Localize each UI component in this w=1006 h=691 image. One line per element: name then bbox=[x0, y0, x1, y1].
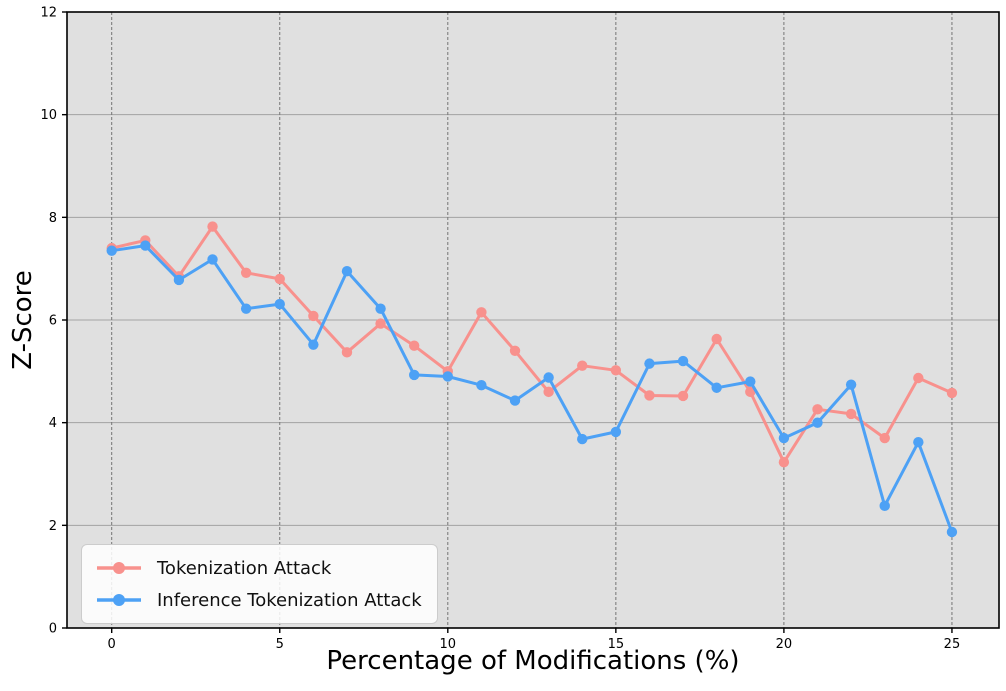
data-point-inference-tokenization-attack bbox=[845, 379, 857, 390]
legend: Tokenization Attack Inference Tokenizati… bbox=[81, 544, 438, 624]
data-point-inference-tokenization-attack bbox=[677, 355, 689, 367]
data-point-tokenization-attack bbox=[509, 345, 521, 356]
data-point-tokenization-attack bbox=[913, 372, 924, 384]
data-point-inference-tokenization-attack bbox=[173, 274, 185, 286]
y-tick-label: 4 bbox=[49, 416, 57, 431]
data-point-tokenization-attack bbox=[711, 333, 722, 345]
data-point-tokenization-attack bbox=[543, 386, 554, 398]
data-point-tokenization-attack bbox=[308, 310, 319, 322]
data-point-inference-tokenization-attack bbox=[879, 500, 890, 512]
x-tick-label: 0 bbox=[108, 637, 116, 652]
data-point-inference-tokenization-attack bbox=[442, 371, 453, 382]
data-point-inference-tokenization-attack bbox=[577, 433, 588, 445]
data-point-inference-tokenization-attack bbox=[778, 432, 790, 444]
y-tick-label: 8 bbox=[49, 211, 57, 226]
y-tick-label: 10 bbox=[40, 108, 57, 123]
x-tick-label: 15 bbox=[608, 637, 625, 652]
x-axis-title: Percentage of Modifications (%) bbox=[326, 646, 740, 676]
data-point-tokenization-attack bbox=[778, 456, 790, 468]
data-point-inference-tokenization-attack bbox=[375, 303, 386, 314]
data-point-inference-tokenization-attack bbox=[341, 266, 353, 277]
line-marker-icon bbox=[97, 594, 141, 606]
data-point-tokenization-attack bbox=[240, 267, 252, 278]
data-point-inference-tokenization-attack bbox=[509, 395, 521, 406]
data-point-tokenization-attack bbox=[812, 404, 823, 415]
data-point-inference-tokenization-attack bbox=[476, 379, 487, 391]
data-point-inference-tokenization-attack bbox=[308, 339, 319, 350]
legend-item-tokenization-attack: Tokenization Attack bbox=[95, 554, 422, 582]
data-point-tokenization-attack bbox=[745, 386, 756, 398]
legend-item-label: Tokenization Attack bbox=[157, 557, 332, 579]
data-point-inference-tokenization-attack bbox=[644, 358, 655, 369]
data-point-tokenization-attack bbox=[408, 340, 420, 351]
data-point-tokenization-attack bbox=[610, 365, 622, 376]
data-point-tokenization-attack bbox=[207, 221, 218, 232]
data-point-inference-tokenization-attack bbox=[274, 298, 285, 310]
series-line-inference-tokenization-attack bbox=[110, 244, 954, 534]
y-tick-label: 12 bbox=[40, 6, 57, 21]
data-point-inference-tokenization-attack bbox=[106, 245, 117, 256]
data-point-tokenization-attack bbox=[879, 432, 890, 444]
data-point-tokenization-attack bbox=[274, 273, 285, 285]
x-tick-label: 20 bbox=[776, 637, 793, 652]
data-point-tokenization-attack bbox=[577, 360, 588, 371]
x-tick-label: 25 bbox=[944, 637, 961, 652]
y-tick-label: 2 bbox=[49, 519, 57, 534]
legend-item-label: Inference Tokenization Attack bbox=[157, 589, 422, 611]
data-point-inference-tokenization-attack bbox=[140, 240, 151, 251]
data-point-tokenization-attack bbox=[476, 307, 487, 318]
y-tick-label: 6 bbox=[49, 314, 57, 329]
y-tick-label: 0 bbox=[49, 622, 57, 637]
x-tick-label: 5 bbox=[276, 637, 284, 652]
legend-item-inference-tokenization-attack: Inference Tokenization Attack bbox=[95, 586, 422, 614]
x-tick-label: 10 bbox=[440, 637, 457, 652]
line-marker-icon bbox=[97, 562, 141, 574]
data-point-inference-tokenization-attack bbox=[711, 382, 722, 393]
data-point-tokenization-attack bbox=[845, 408, 857, 420]
data-point-tokenization-attack bbox=[341, 347, 353, 358]
data-point-inference-tokenization-attack bbox=[812, 417, 823, 428]
data-point-inference-tokenization-attack bbox=[745, 376, 756, 387]
data-point-tokenization-attack bbox=[644, 390, 655, 401]
data-point-inference-tokenization-attack bbox=[946, 526, 958, 538]
data-point-tokenization-attack bbox=[375, 318, 386, 329]
data-point-inference-tokenization-attack bbox=[543, 372, 554, 383]
data-point-inference-tokenization-attack bbox=[207, 254, 218, 265]
data-point-tokenization-attack bbox=[677, 390, 689, 402]
data-point-inference-tokenization-attack bbox=[913, 436, 924, 448]
data-point-inference-tokenization-attack bbox=[240, 303, 252, 314]
y-axis-title: Z-Score bbox=[8, 270, 38, 370]
data-point-inference-tokenization-attack bbox=[610, 426, 622, 438]
series-line-tokenization-attack bbox=[110, 225, 954, 464]
data-point-inference-tokenization-attack bbox=[408, 369, 420, 381]
data-point-tokenization-attack bbox=[946, 387, 958, 399]
